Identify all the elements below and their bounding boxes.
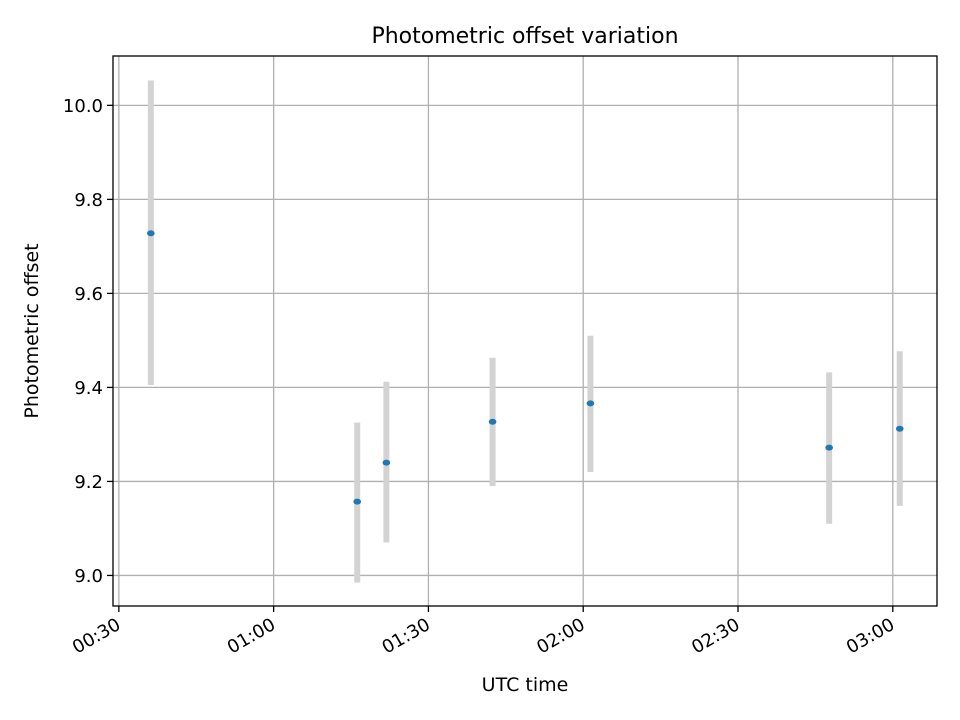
data-point	[825, 444, 833, 451]
data-layer	[147, 80, 904, 583]
data-point	[586, 400, 595, 407]
y-tick-label: 10.0	[63, 96, 103, 117]
y-tick-label: 9.6	[74, 284, 103, 305]
data-point	[895, 425, 904, 432]
data-point	[382, 459, 391, 466]
plot-area-frame	[112, 55, 938, 607]
y-tick-label: 9.2	[74, 472, 103, 493]
y-tick-label: 9.8	[74, 190, 103, 211]
y-tick-label: 9.4	[74, 378, 103, 399]
chart-title: Photometric offset variation	[371, 24, 678, 49]
grid	[113, 56, 937, 606]
y-axis-label: Photometric offset	[21, 243, 43, 418]
y-tick-label: 9.0	[74, 566, 103, 587]
data-point	[147, 230, 155, 237]
data-point	[488, 418, 497, 425]
data-point	[353, 498, 362, 505]
x-axis-label: UTC time	[482, 674, 569, 696]
